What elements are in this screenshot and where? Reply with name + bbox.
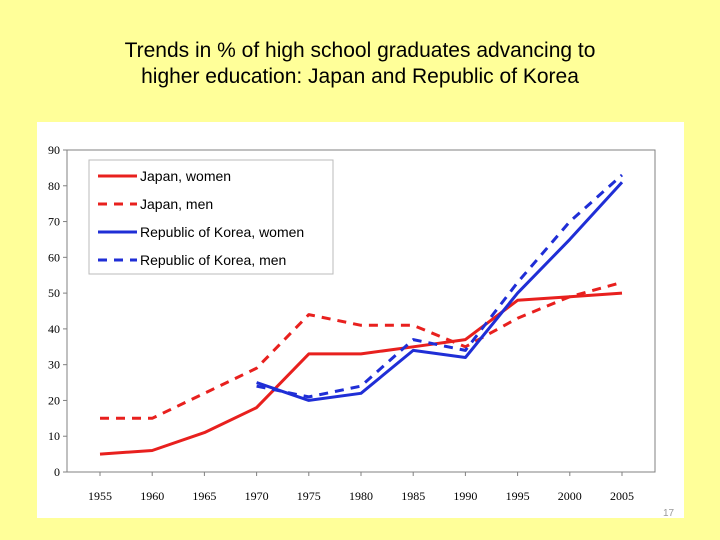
x-tick-label: 1955 [88, 489, 112, 503]
series-line-3 [256, 181, 624, 402]
y-tick-label: 10 [48, 429, 60, 443]
x-tick-label: 1970 [245, 489, 269, 503]
y-tick-label: 20 [48, 393, 60, 407]
axes: 0 10 20 30 40 50 60 70 80 90 1955 1960 1965 1970 1975 1… [48, 143, 656, 503]
slide-title-line1: Trends in % of high school graduates adv… [124, 39, 596, 62]
legend-label-1: Japan, women [140, 168, 231, 184]
x-tick-label: 1995 [506, 489, 530, 503]
series-line-1 [99, 291, 623, 456]
y-tick-label: 50 [48, 286, 60, 300]
slide-title: Trends in % of high school graduates adv… [0, 38, 720, 90]
y-tick-label: 0 [54, 465, 60, 479]
x-tick-label: 1980 [349, 489, 373, 503]
legend-box [88, 159, 334, 275]
x-tick-label: 1975 [297, 489, 321, 503]
y-tick-label: 70 [48, 215, 60, 229]
x-tick-label: 2005 [610, 489, 634, 503]
legend-label-4: Republic of Korea, men [140, 252, 286, 268]
x-tick-label: 1990 [453, 489, 477, 503]
y-tick-label: 60 [48, 250, 60, 264]
y-tick-label: 80 [48, 179, 60, 193]
x-tick-label: 2000 [558, 489, 582, 503]
x-tick-label: 1965 [192, 489, 216, 503]
series-line-2 [100, 280, 623, 420]
x-tick-label: 1960 [140, 489, 164, 503]
chart-panel: 0 10 20 30 40 50 60 70 80 90 1955 1960 1965 1970 1975 1… [37, 122, 684, 518]
slide-title-line2: higher education: Japan and Republic of … [141, 65, 579, 88]
y-tick-label: 30 [48, 358, 60, 372]
legend-label-3: Republic of Korea, women [140, 224, 304, 240]
y-tick-label: 90 [48, 143, 60, 157]
legend-label-2: Japan, men [140, 196, 213, 212]
series-layer [99, 173, 624, 456]
line-chart: 0 10 20 30 40 50 60 70 80 90 1955 1960 1965 1970 1975 1… [48, 143, 656, 503]
x-tick-label: 1985 [401, 489, 425, 503]
legend: Japan, women Japan, men Republic of Korea,… [88, 159, 334, 275]
y-tick-label: 40 [48, 322, 60, 336]
slide-number: 17 [663, 508, 675, 519]
